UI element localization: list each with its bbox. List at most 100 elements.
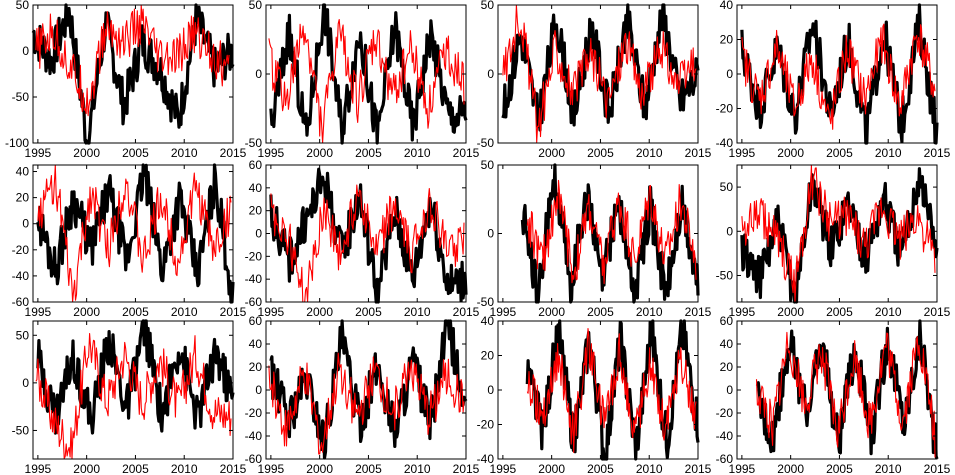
y-tick-label: 0 <box>726 67 733 81</box>
x-tick-label: 2010 <box>171 305 198 319</box>
y-tick-label: 40 <box>249 337 263 351</box>
y-tick-label: -60 <box>245 295 263 309</box>
series-black <box>36 319 235 435</box>
y-tick-label: -60 <box>12 295 30 309</box>
series-black <box>520 163 700 304</box>
plot-frame <box>32 164 234 303</box>
x-tick-label: 2015 <box>924 462 951 475</box>
series-black <box>269 3 468 145</box>
y-tick-label: 0 <box>255 67 262 81</box>
panel-11: -40 -20 0 20 40 1995 2000 2005 2010 2015 <box>477 314 712 475</box>
y-tick-label: 40 <box>720 0 734 12</box>
x-tick-label: 2010 <box>636 146 663 160</box>
y-tick-label: 50 <box>16 328 30 342</box>
y-tick-label: 20 <box>481 349 495 363</box>
x-tick-label: 1995 <box>258 462 285 475</box>
x-tick-label: 2015 <box>685 146 712 160</box>
y-tick-label: 60 <box>249 158 263 172</box>
y-tick-label: 0 <box>726 383 733 397</box>
series-red <box>526 327 697 454</box>
series-red <box>268 18 465 144</box>
panel-6: -60 -40 -20 0 20 40 60 1995 2000 2005 2010 2015 <box>245 158 480 319</box>
y-tick-label: -40 <box>245 272 263 286</box>
x-tick-label: 2000 <box>538 305 565 319</box>
y-tick-label: 0 <box>487 67 494 81</box>
series-red <box>502 4 697 143</box>
y-tick-label: -50 <box>477 295 495 309</box>
x-tick-label: 2010 <box>875 146 902 160</box>
series-red <box>35 4 230 117</box>
x-tick-label: 1995 <box>25 146 52 160</box>
y-tick-label: -40 <box>716 429 734 443</box>
x-tick-label: 2000 <box>73 305 100 319</box>
x-tick-label: 2000 <box>777 462 804 475</box>
panel-8: -50 0 50 1995 2000 2005 2010 2015 <box>716 164 951 319</box>
x-tick-label: 2005 <box>587 462 614 475</box>
y-tick-label: 0 <box>487 383 494 397</box>
x-tick-label: 2010 <box>404 146 431 160</box>
x-tick-label: 2000 <box>73 462 100 475</box>
x-tick-label: 2005 <box>122 305 149 319</box>
x-tick-label: 2005 <box>355 305 382 319</box>
y-tick-label: 0 <box>22 44 29 58</box>
panel-1: -100 -50 0 50 1995 2000 2005 2010 2015 <box>5 0 247 160</box>
x-tick-label: 1995 <box>490 462 517 475</box>
x-tick-label: 1995 <box>258 146 285 160</box>
x-tick-label: 2015 <box>924 146 951 160</box>
x-tick-label: 2015 <box>220 462 247 475</box>
x-tick-label: 2005 <box>826 462 853 475</box>
x-tick-label: 2000 <box>306 305 333 319</box>
plot-frame <box>736 164 938 303</box>
x-tick-label: 1995 <box>729 146 756 160</box>
x-tick-label: 2005 <box>587 305 614 319</box>
y-tick-label: -20 <box>245 406 263 420</box>
x-tick-label: 1995 <box>25 305 52 319</box>
y-tick-label: 40 <box>720 337 734 351</box>
series-red <box>741 164 936 303</box>
y-tick-label: -50 <box>12 423 30 437</box>
y-tick-label: -50 <box>477 136 495 150</box>
y-tick-label: 40 <box>16 165 30 179</box>
y-tick-label: 20 <box>720 360 734 374</box>
y-tick-label: -60 <box>716 452 734 466</box>
y-tick-label: 50 <box>481 0 495 12</box>
x-tick-label: 2010 <box>875 305 902 319</box>
x-tick-label: 2015 <box>220 146 247 160</box>
y-tick-label: 40 <box>481 314 495 328</box>
y-tick-label: -50 <box>245 136 263 150</box>
y-tick-label: 50 <box>481 158 495 172</box>
x-tick-label: 2005 <box>355 462 382 475</box>
series-red <box>268 352 465 455</box>
y-tick-label: -50 <box>716 268 734 282</box>
y-tick-label: -20 <box>12 243 30 257</box>
x-tick-label: 2015 <box>453 462 480 475</box>
x-tick-label: 1995 <box>258 305 285 319</box>
y-tick-label: 20 <box>16 191 30 205</box>
x-tick-label: 2000 <box>538 462 565 475</box>
x-tick-label: 1995 <box>729 462 756 475</box>
series-black <box>31 3 235 145</box>
x-tick-label: 2005 <box>826 146 853 160</box>
series-red <box>35 332 232 460</box>
panel-7: -50 0 50 1995 2000 2005 2010 2015 <box>477 158 712 319</box>
y-tick-label: -20 <box>245 249 263 263</box>
y-tick-label: 0 <box>487 227 494 241</box>
series-red <box>526 179 697 285</box>
series-red <box>741 23 936 130</box>
x-tick-label: 2015 <box>685 305 712 319</box>
x-tick-label: 2000 <box>777 146 804 160</box>
y-tick-label: -40 <box>245 429 263 443</box>
x-tick-label: 2005 <box>355 146 382 160</box>
y-tick-label: 50 <box>249 0 263 12</box>
x-tick-label: 2005 <box>826 305 853 319</box>
y-tick-label: 0 <box>255 383 262 397</box>
x-tick-label: 2015 <box>453 305 480 319</box>
x-tick-label: 2015 <box>220 305 247 319</box>
y-tick-label: -20 <box>716 406 734 420</box>
x-tick-label: 2005 <box>122 146 149 160</box>
x-tick-label: 2000 <box>73 146 100 160</box>
y-tick-label: -40 <box>716 136 734 150</box>
y-tick-label: -50 <box>12 90 30 104</box>
x-tick-label: 2010 <box>171 146 198 160</box>
